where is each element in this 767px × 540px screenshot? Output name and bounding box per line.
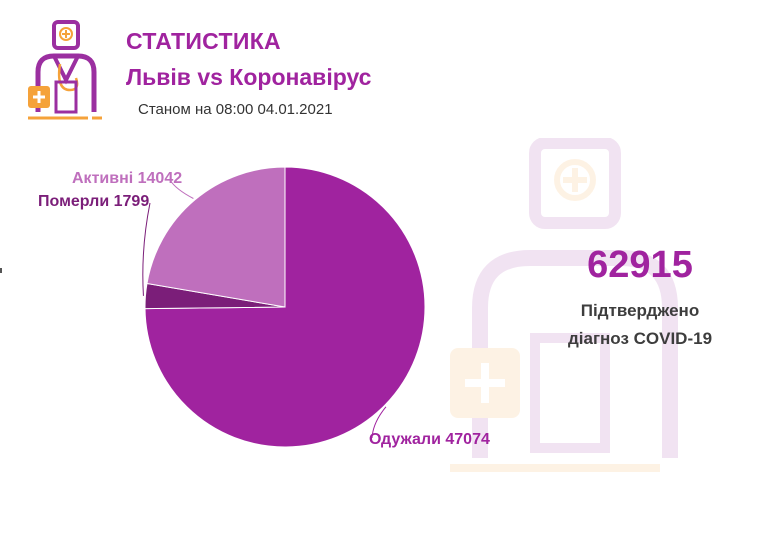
edge-mark [0,268,2,273]
pie-slice-2 [146,166,286,308]
confirmed-total: 62915 [587,244,693,286]
page-subtitle: Львів vs Коронавірус [126,64,372,90]
slice-label-recovered: Одужали 47074 [369,431,490,448]
confirmed-label: Підтверджено діагноз COVID-19 [540,297,740,353]
pie-slice-0 [144,166,426,448]
leader-line-0 [371,406,387,439]
confirmed-label-line2: діагноз COVID-19 [567,329,713,348]
confirmed-label-line1: Підтверджено [580,301,700,320]
leader-line-2 [169,179,194,199]
date-stamp: Станом на 08:00 04.01.2021 [138,101,333,118]
slice-label-deaths: Померли 1799 [38,193,149,210]
slice-label-active: Активні 14042 [72,170,182,187]
doctor-watermark-icon [450,138,678,472]
leader-line-1 [142,202,151,296]
page-title: СТАТИСТИКА [126,28,281,54]
doctor-logo-icon [28,20,102,120]
